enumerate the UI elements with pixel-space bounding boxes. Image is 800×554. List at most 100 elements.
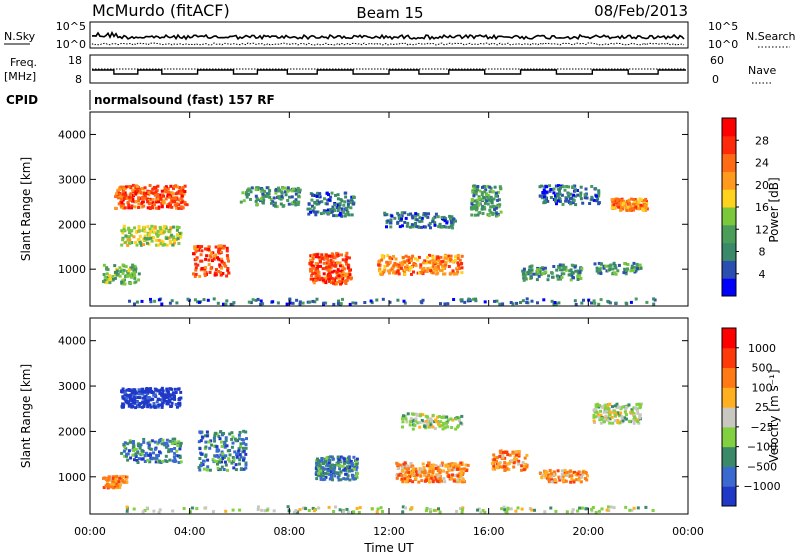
heatmap-cell	[170, 397, 174, 401]
heatmap-cell	[152, 227, 156, 231]
heatmap-cell	[129, 233, 133, 237]
heatmap-cell	[428, 466, 432, 470]
heatmap-cell	[475, 200, 479, 204]
heatmap-cell	[125, 399, 129, 403]
heatmap-cell	[586, 474, 589, 478]
heatmap-cell	[120, 197, 123, 201]
heatmap-cell	[456, 270, 460, 274]
heatmap-cell	[502, 505, 506, 509]
heatmap-cell	[198, 274, 202, 278]
heatmap-cell	[161, 460, 165, 464]
heatmap-cell	[443, 265, 447, 269]
heatmap-cell	[608, 410, 612, 414]
heatmap-cell	[600, 507, 604, 511]
heatmap-cell	[596, 412, 600, 416]
heatmap-cell	[219, 273, 223, 277]
heatmap-cell	[173, 447, 177, 450]
heatmap-cell	[134, 241, 138, 244]
heatmap-cell	[225, 249, 229, 253]
heatmap-cell	[314, 262, 318, 265]
heatmap-cell	[138, 240, 142, 244]
heatmap-cell	[624, 272, 628, 276]
heatmap-cell	[434, 475, 438, 479]
heatmap-cell	[389, 221, 393, 225]
heatmap-cell	[456, 256, 460, 260]
heatmap-cell	[116, 484, 120, 488]
heatmap-cell	[325, 261, 329, 265]
heatmap-cell	[450, 468, 454, 472]
heatmap-cell	[533, 508, 536, 512]
heatmap-cell	[114, 475, 118, 479]
heatmap-cell	[446, 425, 450, 429]
heatmap-cell	[192, 252, 195, 256]
heatmap-cell	[294, 203, 298, 207]
heatmap-cell	[321, 474, 325, 478]
heatmap-cell	[298, 508, 302, 512]
heatmap-cell	[550, 299, 554, 303]
heatmap-cell	[477, 202, 481, 206]
velocity-colorbar-swatch	[722, 347, 736, 369]
heatmap-cell	[157, 454, 160, 457]
xtick-label: 00:00	[672, 525, 704, 538]
velocity-ytick-label: 4000	[58, 335, 86, 348]
heatmap-cell	[217, 248, 221, 252]
heatmap-cell	[342, 267, 346, 271]
heatmap-cell	[541, 193, 545, 197]
heatmap-cell	[430, 419, 433, 423]
heatmap-cell	[125, 475, 129, 479]
heatmap-cell	[470, 200, 474, 204]
heatmap-cell	[130, 206, 133, 210]
heatmap-cell	[102, 486, 106, 489]
heatmap-cell	[175, 202, 179, 206]
heatmap-cell	[314, 274, 318, 278]
heatmap-cell	[503, 508, 507, 512]
heatmap-cell	[247, 192, 251, 196]
heatmap-cell	[268, 189, 272, 193]
heatmap-cell	[449, 417, 453, 421]
heatmap-cell	[503, 467, 507, 471]
heatmap-cell	[563, 478, 567, 482]
heatmap-cell	[238, 508, 242, 512]
heatmap-cell	[378, 270, 382, 274]
heatmap-cell	[428, 253, 431, 257]
heatmap-cell	[634, 205, 638, 209]
heatmap-cell	[428, 420, 432, 424]
heatmap-cell	[131, 441, 135, 445]
heatmap-cell	[343, 461, 346, 465]
heatmap-cell	[543, 201, 547, 204]
heatmap-cell	[530, 264, 534, 268]
heatmap-cell	[612, 261, 616, 265]
heatmap-cell	[558, 186, 562, 189]
heatmap-cell	[127, 449, 131, 453]
heatmap-cell	[165, 402, 169, 406]
heatmap-cell	[557, 184, 560, 188]
heatmap-cell	[242, 467, 246, 471]
heatmap-cell	[194, 250, 198, 254]
heatmap-cell	[560, 469, 564, 473]
heatmap-cell	[564, 265, 568, 269]
heatmap-cell	[449, 254, 453, 258]
heatmap-cell	[213, 459, 217, 463]
heatmap-cell	[328, 477, 332, 481]
heatmap-cell	[309, 210, 312, 214]
heatmap-cell	[293, 200, 297, 204]
heatmap-cell	[326, 208, 330, 212]
heatmap-cell	[618, 414, 621, 418]
heatmap-cell	[554, 194, 557, 198]
heatmap-cell	[125, 452, 129, 456]
heatmap-cell	[595, 199, 599, 203]
heatmap-cell	[291, 201, 295, 205]
heatmap-cell	[404, 266, 407, 270]
heatmap-cell	[625, 208, 629, 212]
heatmap-cell	[490, 205, 494, 209]
heatmap-cell	[129, 186, 133, 190]
heatmap-cell	[309, 254, 313, 258]
heatmap-cell	[427, 478, 431, 482]
velocity-colorbar-label: 1000	[748, 342, 776, 355]
heatmap-cell	[284, 193, 288, 197]
heatmap-cell	[304, 507, 308, 511]
heatmap-cell	[496, 205, 500, 209]
heatmap-cell	[242, 199, 246, 203]
heatmap-cell	[599, 272, 603, 275]
heatmap-cell	[156, 197, 160, 201]
